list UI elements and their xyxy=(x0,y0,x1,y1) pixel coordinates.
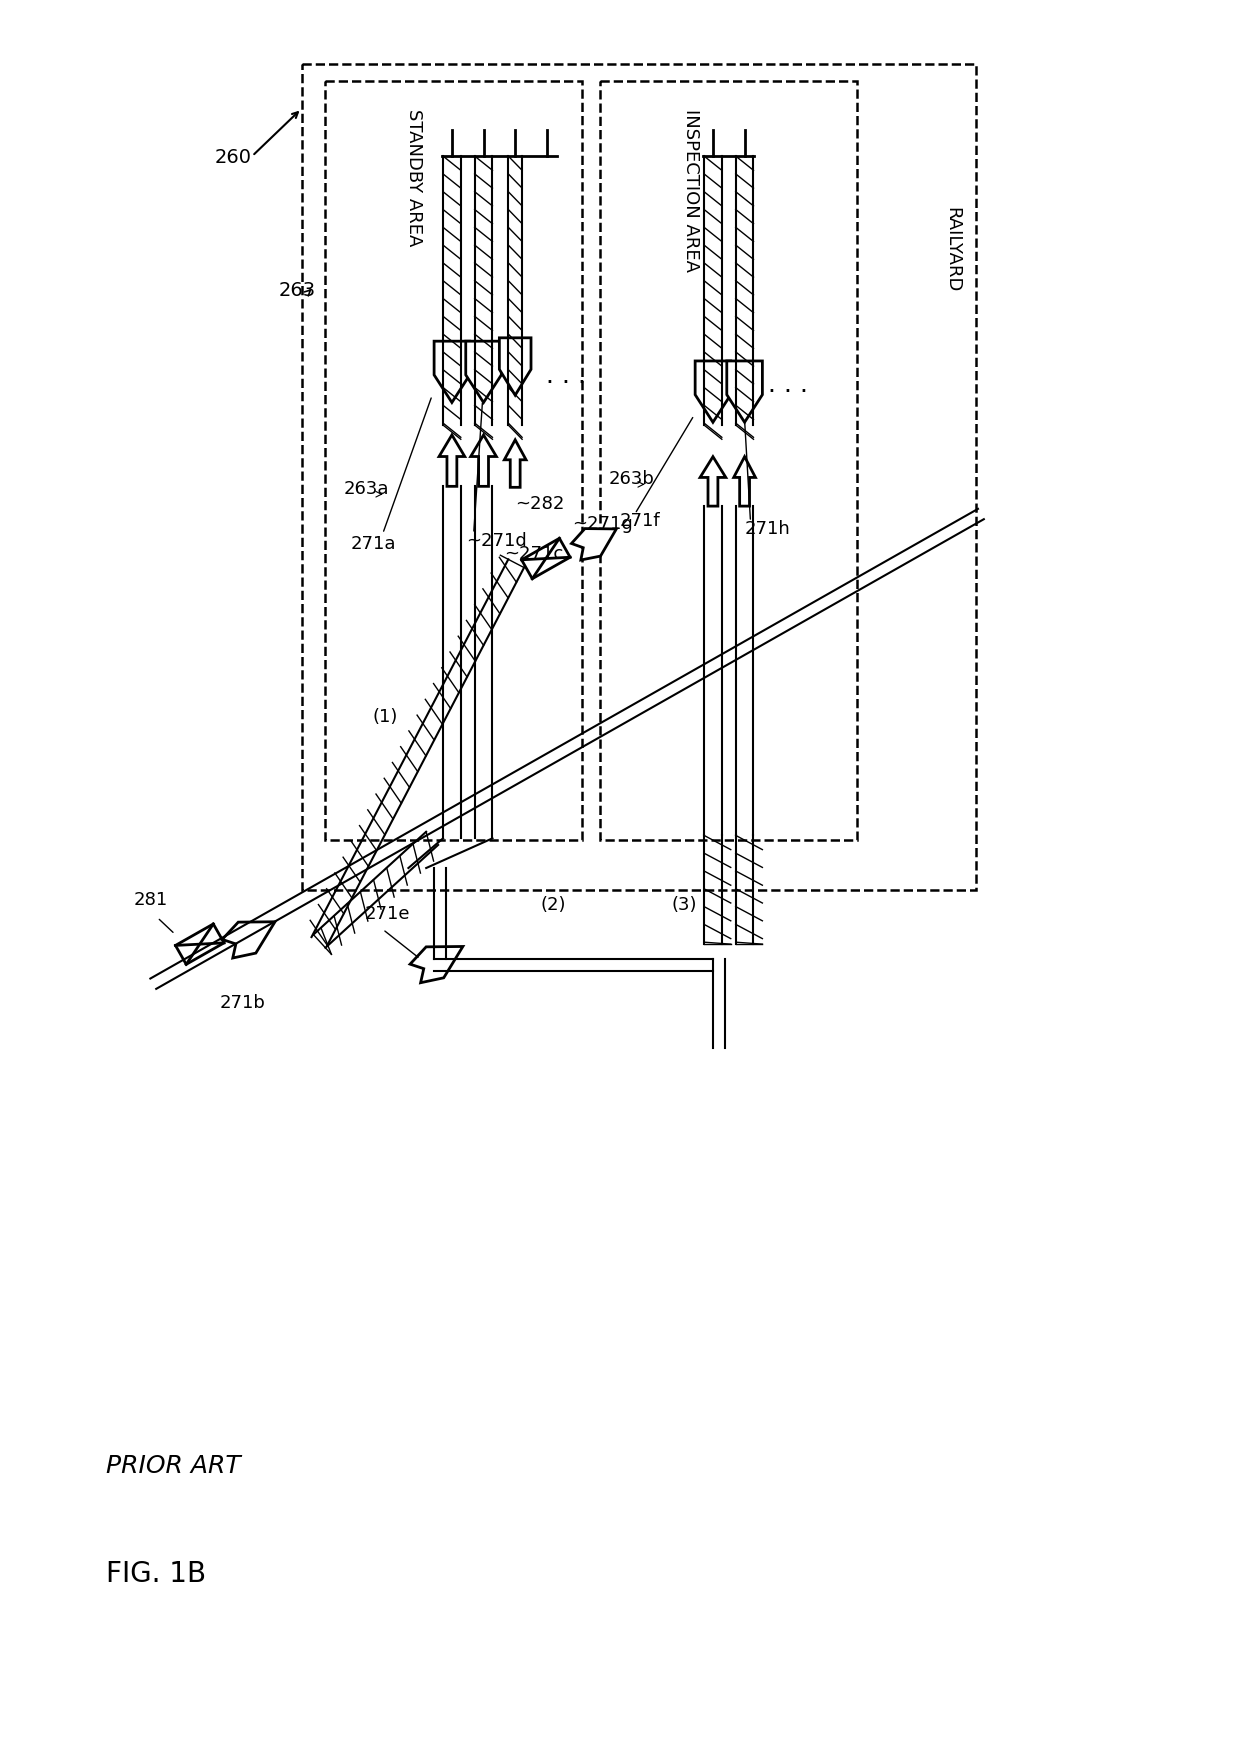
Text: 263b: 263b xyxy=(608,471,653,488)
Polygon shape xyxy=(439,434,465,487)
Text: ~282: ~282 xyxy=(515,495,564,513)
Text: PRIOR ART: PRIOR ART xyxy=(105,1455,241,1477)
Text: 260: 260 xyxy=(215,148,252,167)
Text: (2): (2) xyxy=(541,895,567,914)
Bar xyxy=(325,82,583,841)
Text: 271h: 271h xyxy=(744,520,790,537)
Text: 281: 281 xyxy=(134,890,167,909)
Text: ~271c: ~271c xyxy=(505,544,563,563)
Polygon shape xyxy=(176,925,224,965)
Text: . . .: . . . xyxy=(546,363,585,388)
Polygon shape xyxy=(505,440,526,487)
Text: (1): (1) xyxy=(373,707,398,726)
Text: RAILYARD: RAILYARD xyxy=(944,207,961,294)
Text: 263: 263 xyxy=(279,282,316,301)
Polygon shape xyxy=(522,539,570,579)
Text: 271b: 271b xyxy=(219,994,265,1013)
Polygon shape xyxy=(734,457,755,506)
Polygon shape xyxy=(410,947,463,982)
Text: FIG. 1B: FIG. 1B xyxy=(105,1561,206,1589)
Text: (3): (3) xyxy=(671,895,697,914)
Text: 271a: 271a xyxy=(351,535,397,553)
Text: 271f: 271f xyxy=(620,513,661,530)
Polygon shape xyxy=(471,434,496,487)
Text: ~271d: ~271d xyxy=(466,532,527,549)
Bar xyxy=(600,82,857,841)
Text: . . .: . . . xyxy=(768,374,808,398)
Polygon shape xyxy=(466,341,501,403)
Polygon shape xyxy=(696,362,730,422)
Polygon shape xyxy=(500,337,531,395)
Text: 271e: 271e xyxy=(365,905,410,923)
Polygon shape xyxy=(727,362,763,422)
Polygon shape xyxy=(572,528,616,560)
Text: 263a: 263a xyxy=(343,480,388,499)
Text: INSPECTION AREA: INSPECTION AREA xyxy=(682,108,701,271)
Text: ~271g: ~271g xyxy=(573,514,634,534)
Polygon shape xyxy=(434,341,470,403)
Polygon shape xyxy=(701,457,725,506)
Text: STANDBY AREA: STANDBY AREA xyxy=(405,108,423,247)
Polygon shape xyxy=(222,921,275,958)
Bar xyxy=(301,64,976,890)
